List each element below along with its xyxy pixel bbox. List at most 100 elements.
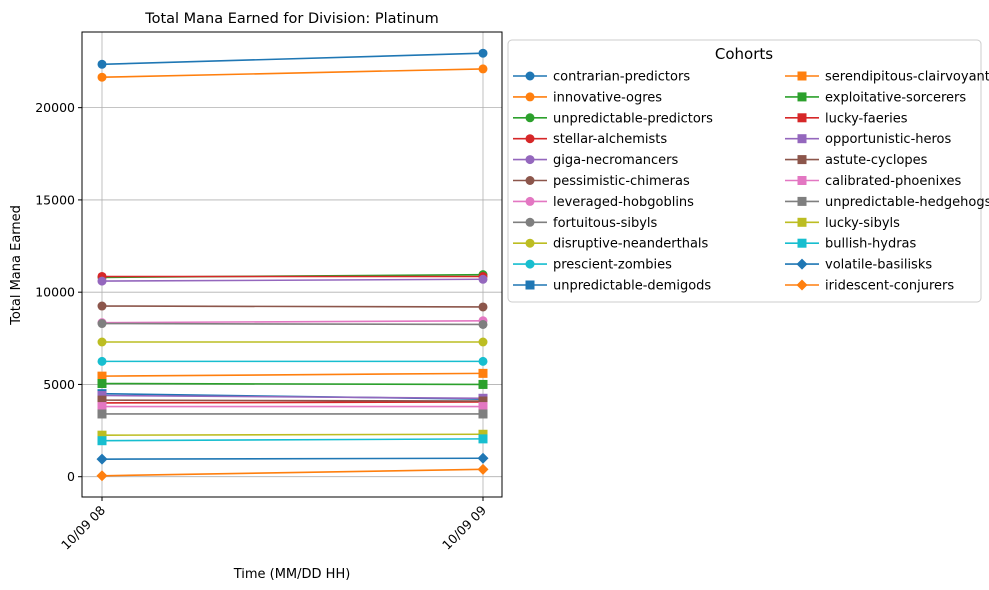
data-point (97, 436, 107, 446)
legend-marker (525, 134, 535, 144)
series-line (101, 457, 484, 460)
y-axis: 0 5000 10000 15000 20000 (35, 100, 82, 484)
legend-item: fortuitous-sibyls (513, 216, 658, 231)
data-point (97, 395, 107, 405)
data-point (97, 319, 107, 329)
data-point (97, 391, 107, 401)
legend-label: pessimistic-chimeras (553, 174, 690, 189)
series-line (101, 52, 484, 66)
data-point (96, 470, 108, 482)
legend-item: astute-cyclopes (785, 153, 928, 168)
data-point (478, 396, 488, 406)
series-disruptive-neanderthals (97, 337, 488, 347)
legend-label: iridescent-conjurers (825, 279, 954, 294)
series-layer (96, 48, 489, 482)
y-tick-label: 0 (67, 469, 75, 484)
series-fortuitous-sibyls (97, 319, 488, 329)
legend-item: iridescent-conjurers (785, 279, 954, 294)
series-line (101, 278, 484, 282)
series-calibrated-phoenixes (97, 402, 488, 412)
legend-label: prescient-zombies (553, 258, 672, 273)
series-line (101, 433, 484, 436)
x-tick-label: 10/09 09 (439, 502, 489, 552)
legend-label: volatile-basilisks (825, 258, 932, 273)
legend-item: serendipitous-clairvoyants (785, 70, 989, 85)
legend-item: prescient-zombies (513, 258, 672, 273)
series-line (101, 394, 484, 400)
data-point (96, 453, 108, 465)
legend-marker (797, 217, 807, 227)
legend-marker (525, 280, 535, 290)
legend-item: unpredictable-demigods (513, 279, 711, 294)
legend-item: innovative-ogres (513, 90, 662, 105)
legend-item: lucky-faeries (785, 111, 908, 126)
legend-marker (525, 71, 535, 81)
legend-label: unpredictable-hedgehogs (825, 195, 989, 210)
series-line (101, 372, 484, 377)
legend-marker (525, 92, 535, 102)
series-line (101, 468, 484, 477)
legend-label: astute-cyclopes (825, 153, 928, 168)
legend-label: lucky-faeries (825, 111, 908, 126)
legend-items: contrarian-predictors innovative-ogres unp… (513, 70, 989, 294)
legend-item: disruptive-neanderthals (513, 237, 709, 252)
y-tick-label: 20000 (35, 100, 75, 115)
legend-label: disruptive-neanderthals (553, 237, 709, 252)
legend-marker (525, 155, 535, 165)
series-lucky-sibyls (97, 429, 488, 440)
legend-label: contrarian-predictors (553, 70, 690, 85)
data-point (97, 409, 107, 419)
legend-label: stellar-alchemists (553, 132, 667, 147)
legend-item: leveraged-hobgoblins (513, 195, 694, 210)
legend-label: innovative-ogres (553, 90, 662, 105)
legend-label: leveraged-hobgoblins (553, 195, 694, 210)
legend-marker (525, 259, 535, 269)
legend-marker (525, 238, 535, 248)
data-point (97, 337, 107, 347)
legend-marker (796, 279, 808, 291)
series-innovative-ogres (97, 64, 488, 82)
legend-marker (797, 113, 807, 123)
data-point (478, 64, 488, 74)
legend-marker (797, 92, 807, 102)
series-unpredictable-hedgehogs (97, 409, 488, 419)
data-point (478, 429, 488, 439)
data-point (97, 59, 107, 69)
data-point (477, 452, 489, 464)
legend-marker (797, 238, 807, 248)
series-bullish-hydras (97, 434, 488, 446)
legend-marker (525, 176, 535, 185)
series-exploitative-sorcerers (97, 379, 488, 389)
data-point (97, 301, 107, 311)
plot-frame (81, 31, 503, 498)
data-point (478, 402, 488, 412)
legend-item: giga-necromancers (513, 153, 679, 168)
series-line (101, 438, 484, 442)
data-point (478, 356, 488, 366)
legend-item: exploitative-sorcerers (785, 90, 966, 105)
legend-label: opportunistic-heros (825, 132, 952, 147)
y-tick-label: 15000 (35, 192, 75, 207)
series-prescient-zombies (97, 356, 488, 366)
data-point (478, 274, 488, 284)
legend-label: unpredictable-predictors (553, 111, 713, 126)
legend-title: Cohorts (715, 45, 773, 63)
series-giga-necromancers (97, 274, 488, 286)
series-line (101, 305, 484, 308)
legend-item: opportunistic-heros (785, 132, 952, 147)
data-point (97, 430, 107, 440)
data-point (478, 409, 488, 419)
series-pessimistic-chimeras (97, 301, 488, 312)
series-line (101, 399, 484, 402)
data-point (97, 379, 107, 389)
y-tick-label: 10000 (35, 285, 75, 300)
data-point (97, 72, 107, 82)
series-serendipitous-clairvoyants (97, 368, 488, 381)
series-contrarian-predictors (97, 48, 488, 69)
legend-label: lucky-sibyls (825, 216, 900, 231)
legend-marker (797, 71, 807, 81)
series-line (101, 68, 484, 79)
data-point (478, 337, 488, 347)
legend-marker (797, 176, 807, 185)
